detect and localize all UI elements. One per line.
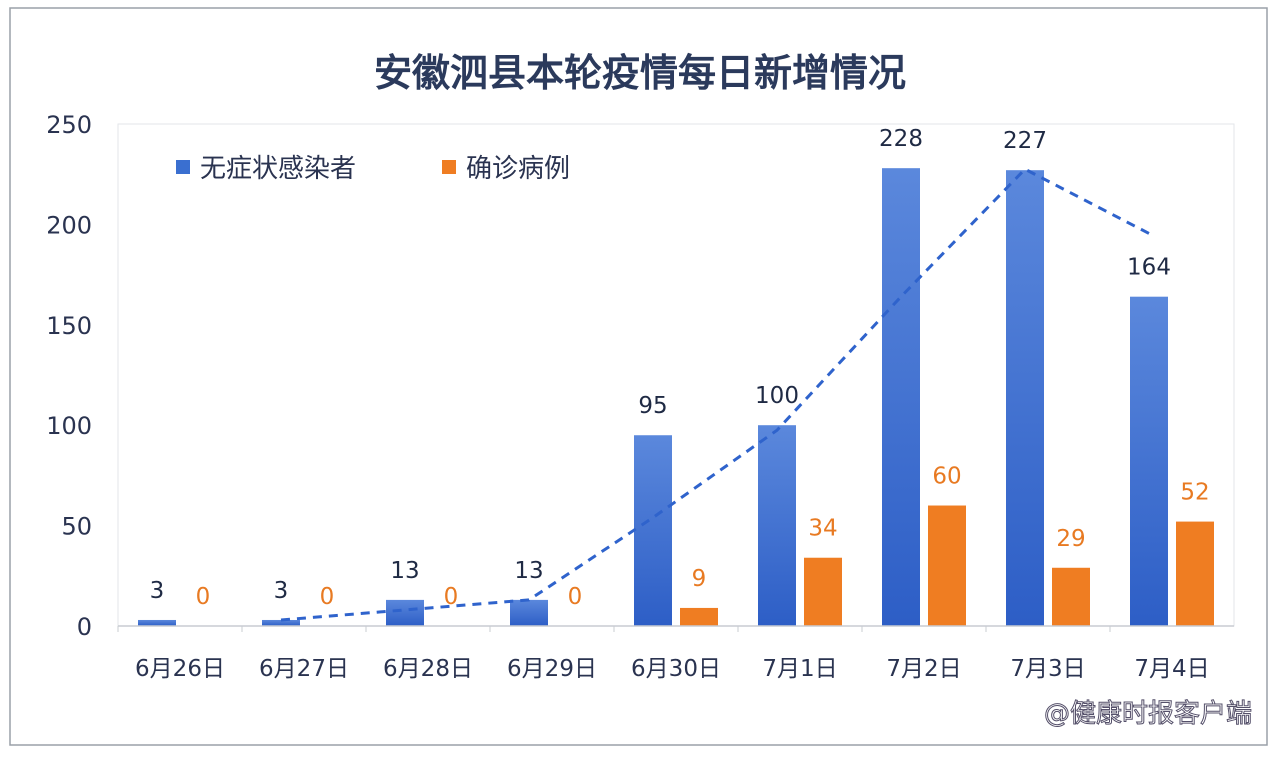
- chart-title: 安徽泗县本轮疫情每日新增情况: [374, 51, 906, 95]
- bar-asymptomatic: [262, 619, 300, 626]
- data-label-asymptomatic: 164: [1127, 255, 1171, 281]
- data-label-confirmed: 9: [692, 566, 707, 592]
- bar-asymptomatic: [1006, 170, 1044, 626]
- y-tick-label: 150: [46, 312, 92, 340]
- bar-asymptomatic: [138, 619, 176, 626]
- legend-label: 确诊病例: [466, 154, 570, 184]
- y-tick-label: 200: [46, 211, 92, 239]
- bar-asymptomatic: [1130, 296, 1168, 626]
- x-tick-label: 6月26日: [135, 656, 225, 682]
- data-label-confirmed: 0: [568, 584, 583, 610]
- y-tick-label: 100: [46, 412, 92, 440]
- data-label-confirmed: 52: [1180, 480, 1209, 506]
- data-label-asymptomatic: 227: [1003, 128, 1047, 154]
- bar-asymptomatic: [882, 168, 920, 626]
- bars: [138, 167, 1214, 626]
- bar-asymptomatic: [510, 599, 548, 626]
- legend-swatch: [176, 160, 190, 174]
- legend-swatch: [442, 160, 456, 174]
- bar-confirmed: [1052, 567, 1090, 626]
- x-tick-label: 6月30日: [631, 656, 721, 682]
- data-label-asymptomatic: 100: [755, 383, 799, 409]
- y-tick-label: 250: [46, 111, 92, 139]
- x-tick-label: 6月28日: [383, 656, 473, 682]
- bar-confirmed: [680, 607, 718, 626]
- x-tick-label: 7月3日: [1010, 656, 1085, 682]
- data-label-asymptomatic: 3: [150, 578, 165, 604]
- bar-confirmed: [804, 557, 842, 626]
- bar-asymptomatic: [634, 435, 672, 626]
- x-tick-label: 6月27日: [259, 656, 349, 682]
- legend: 无症状感染者 确诊病例: [176, 154, 570, 184]
- plot-area: [117, 123, 1235, 627]
- data-label-confirmed: 34: [808, 516, 837, 542]
- data-label-confirmed: 60: [932, 464, 961, 490]
- bar-confirmed: [928, 505, 966, 626]
- x-tick-label: 7月2日: [886, 656, 961, 682]
- bar-asymptomatic: [386, 599, 424, 626]
- data-label-asymptomatic: 228: [879, 126, 923, 152]
- y-axis: 0 50 100 150 200 250: [46, 111, 92, 641]
- watermark: @健康时报客户端: [1044, 699, 1252, 729]
- legend-label: 无症状感染者: [200, 154, 356, 184]
- data-labels: 3 0 3 0 13 0 13 0 95 9 100 34 228 60 227 29 164 52: [150, 126, 1210, 610]
- data-label-asymptomatic: 13: [390, 558, 419, 584]
- bar-asymptomatic: [758, 425, 796, 626]
- data-label-confirmed: 0: [444, 584, 459, 610]
- data-label-confirmed: 0: [196, 584, 211, 610]
- data-label-confirmed: 29: [1056, 526, 1085, 552]
- x-tick-label: 6月29日: [507, 656, 597, 682]
- x-tick-label: 7月4日: [1134, 656, 1209, 682]
- data-label-asymptomatic: 3: [274, 578, 289, 604]
- data-label-asymptomatic: 13: [514, 558, 543, 584]
- bar-confirmed: [1176, 521, 1214, 626]
- data-label-asymptomatic: 95: [638, 393, 667, 419]
- y-tick-label: 0: [77, 613, 92, 641]
- x-tick-label: 7月1日: [762, 656, 837, 682]
- trendline: [280, 167, 1150, 622]
- x-axis: 6月26日 6月27日 6月28日 6月29日 6月30日 7月1日 7月2日 7月3日 7月4…: [117, 625, 1234, 682]
- y-tick-label: 50: [61, 513, 92, 541]
- data-label-confirmed: 0: [320, 584, 335, 610]
